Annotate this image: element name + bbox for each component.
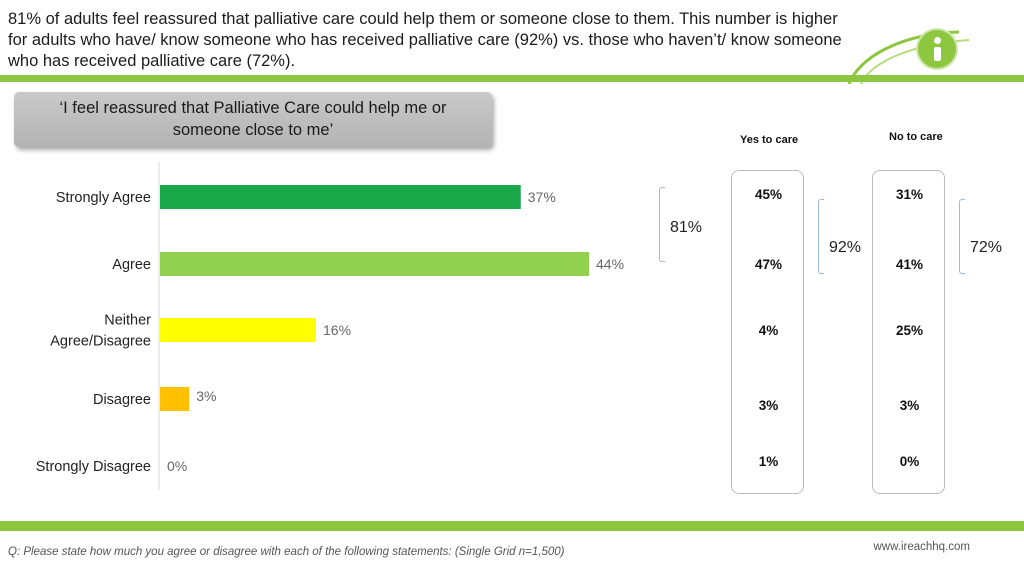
info-icon [918, 30, 956, 68]
total-agree-value: 81% [670, 219, 703, 236]
site-url: www.ireachhq.com [873, 541, 970, 553]
yes-value-neither: 4% [758, 323, 779, 338]
no-value-strongly-agree: 31% [895, 187, 924, 202]
yes-agree-total: 92% [829, 239, 862, 256]
bar-neither-agree-disagree [160, 318, 316, 342]
column-box-yes [731, 170, 804, 494]
value-label-strongly-agree: 37% [528, 189, 556, 205]
statement-box: ‘I feel reassured that Palliative Care c… [14, 92, 492, 147]
yes-value-disagree: 3% [758, 398, 779, 413]
value-label-strongly-disagree: 0% [167, 458, 187, 474]
value-label-disagree: 3% [196, 388, 216, 404]
yes-value-strongly-agree: 45% [754, 187, 783, 202]
column-header-yes: Yes to care [740, 134, 799, 146]
no-agree-total: 72% [970, 239, 1003, 256]
no-value-disagree: 3% [899, 398, 920, 413]
yes-value-strongly-disagree: 1% [758, 454, 779, 469]
category-label-agree: Agree [112, 257, 151, 273]
no-bracket [959, 199, 965, 274]
page-headline: 81% of adults feel reassured that pallia… [8, 10, 842, 70]
column-header-no: No to care [889, 131, 943, 143]
bar-chart: 37% Strongly Agree 44% Agree 16% Neither Agree… [36, 162, 624, 490]
statement-line-1: ‘I feel reassured that Palliative Care c… [59, 99, 447, 117]
bar-agree [160, 252, 589, 276]
header-divider [0, 75, 1024, 82]
yes-value-agree: 47% [754, 257, 783, 272]
total-bracket [659, 187, 665, 262]
bar-disagree [160, 387, 190, 411]
no-value-neither: 25% [895, 323, 924, 338]
question-footnote: Q: Please state how much you agree or di… [8, 546, 565, 558]
yes-bracket [818, 199, 824, 274]
value-label-neither-agree-disagree: 16% [323, 322, 351, 338]
footer-divider [0, 521, 1024, 531]
category-label-strongly-disagree: Strongly Disagree [36, 459, 151, 475]
bar-strongly-agree [160, 185, 521, 209]
statement-line-2: someone close to me’ [172, 121, 334, 139]
no-value-strongly-disagree: 0% [899, 454, 920, 469]
column-box-no [872, 170, 945, 494]
value-label-agree: 44% [596, 256, 624, 272]
category-label-neither-agree-disagree: Neither Agree/Disagree [50, 313, 151, 350]
category-label-strongly-agree: Strongly Agree [56, 190, 151, 206]
no-value-agree: 41% [895, 257, 924, 272]
category-label-disagree: Disagree [93, 392, 151, 408]
